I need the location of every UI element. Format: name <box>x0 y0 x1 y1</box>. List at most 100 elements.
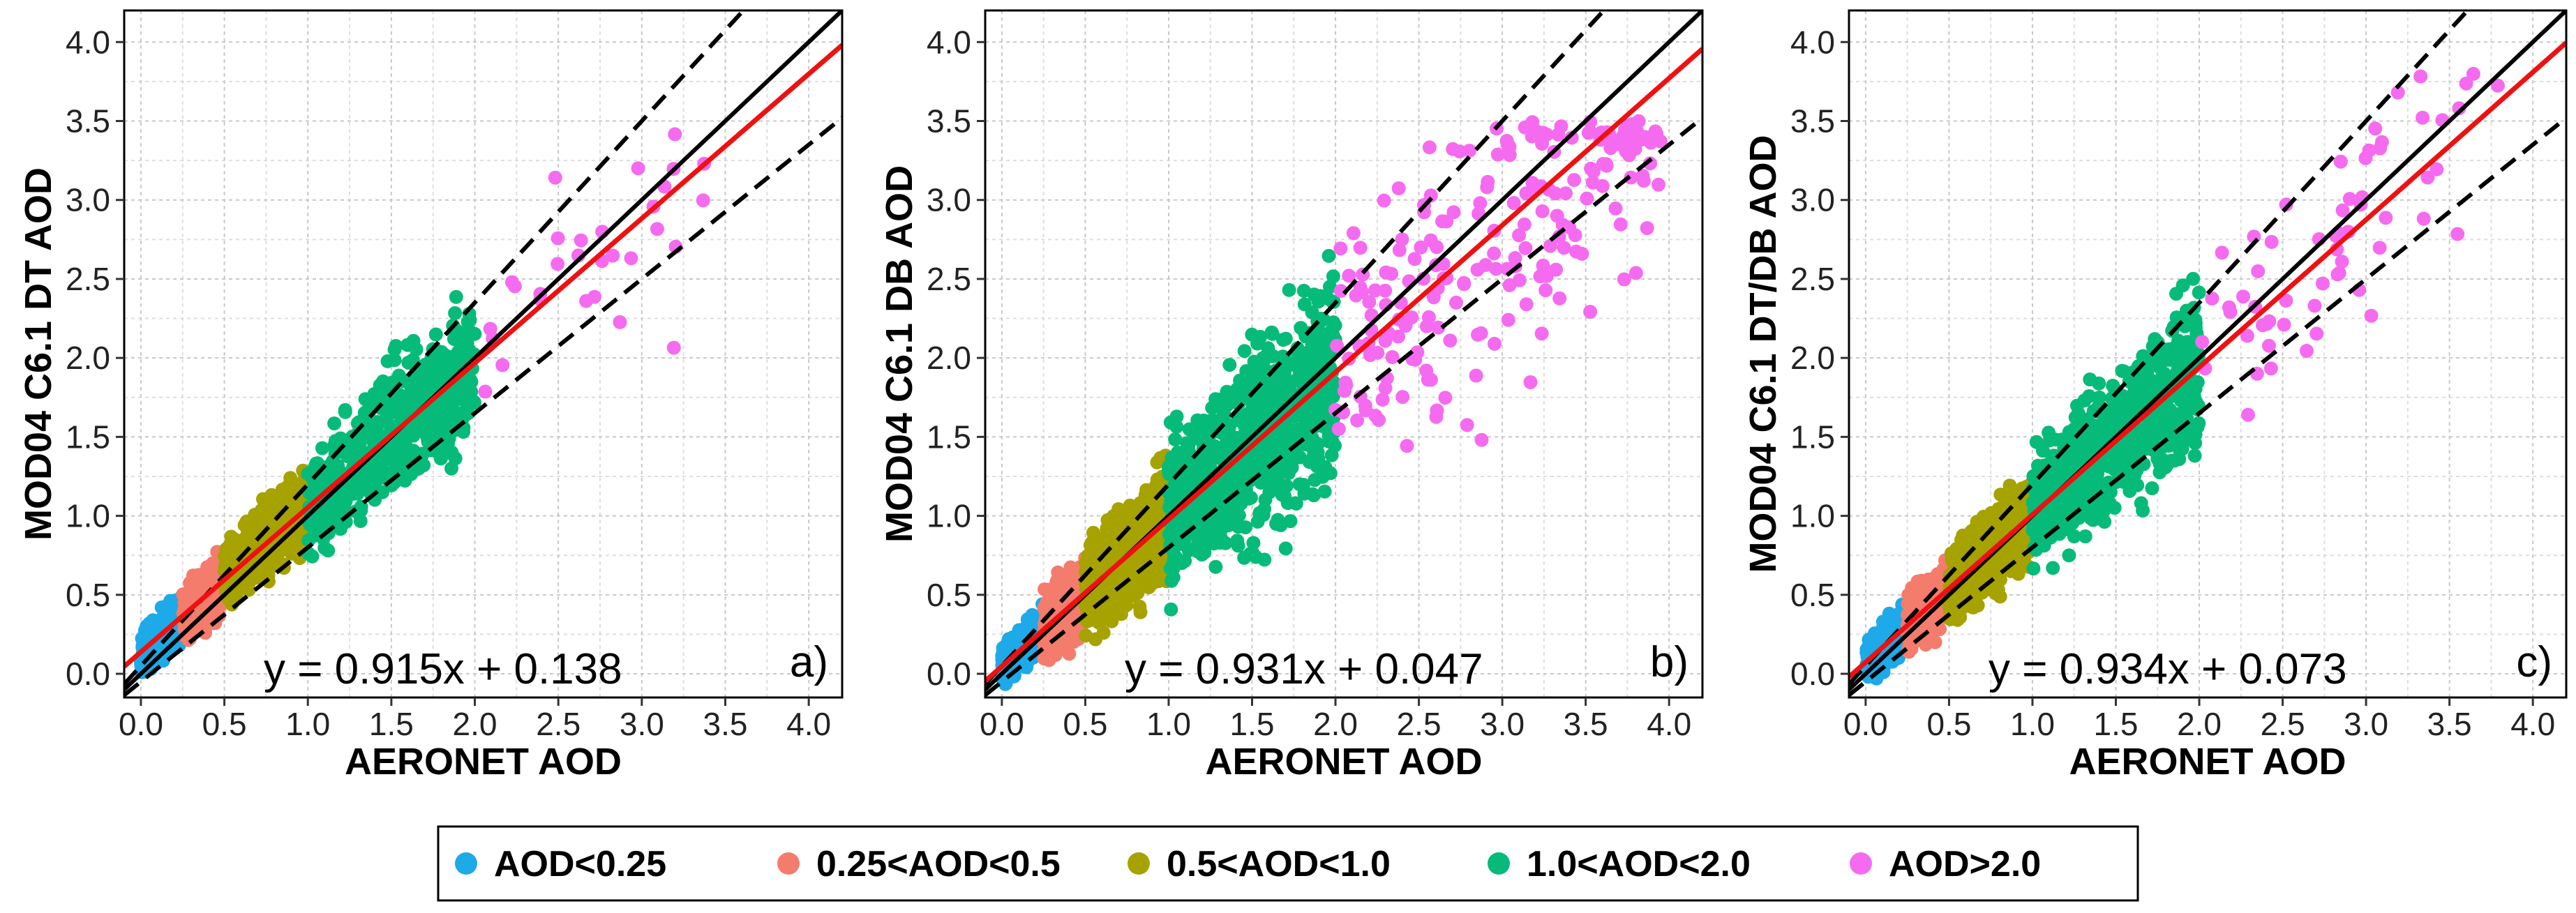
data-point <box>1585 175 1600 190</box>
data-point <box>1916 578 1931 592</box>
data-point <box>1038 582 1052 596</box>
data-point <box>358 481 373 495</box>
data-point <box>440 398 455 412</box>
data-point <box>1997 522 2011 537</box>
lower-envelope-line <box>985 116 1702 697</box>
data-point <box>1219 430 1234 445</box>
data-point <box>2143 354 2157 369</box>
data-point <box>1163 415 1178 430</box>
data-point <box>2011 566 2025 581</box>
data-point <box>1552 229 1566 244</box>
data-point <box>1525 115 1540 130</box>
data-point <box>2002 478 2017 493</box>
data-point <box>1182 422 1197 437</box>
data-point <box>1989 586 2003 601</box>
y-tick-label: 2.5 <box>927 261 971 297</box>
data-point <box>1453 144 1467 159</box>
data-point <box>1610 137 1625 151</box>
data-point <box>1882 606 1896 621</box>
data-point <box>1423 372 1438 387</box>
data-point <box>327 416 342 431</box>
data-point <box>1342 269 1356 283</box>
data-point <box>1525 129 1539 144</box>
data-point <box>1079 628 1093 643</box>
point-group-3 <box>1162 248 1342 617</box>
data-point <box>1580 191 1594 206</box>
data-point <box>1250 336 1265 351</box>
data-point <box>1584 161 1598 176</box>
data-point <box>1326 269 1340 284</box>
data-point <box>2192 285 2206 300</box>
data-point <box>2115 363 2129 378</box>
data-point <box>668 127 682 142</box>
data-point <box>1326 315 1341 330</box>
data-point <box>1395 232 1409 247</box>
data-point <box>1333 241 1348 256</box>
data-point <box>1231 508 1246 522</box>
data-point <box>1265 326 1280 341</box>
data-point <box>376 374 390 388</box>
data-point <box>445 349 460 364</box>
data-point <box>478 384 493 399</box>
data-point <box>1551 127 1566 142</box>
data-point <box>1272 444 1287 459</box>
data-point <box>367 423 382 437</box>
regression-equation: y = 0.931x + 0.047 <box>1125 645 1483 693</box>
data-point <box>1362 294 1377 309</box>
data-point <box>1536 258 1550 273</box>
data-point <box>1258 492 1273 507</box>
data-point <box>444 362 459 377</box>
x-tick-label: 1.0 <box>285 706 330 742</box>
data-point <box>1423 233 1438 248</box>
data-point <box>1490 147 1505 162</box>
data-point <box>1599 158 1614 173</box>
lower-envelope-line <box>124 116 842 697</box>
data-point <box>1908 596 1922 610</box>
data-point <box>1295 426 1310 441</box>
data-point <box>1220 384 1234 399</box>
data-point <box>1487 246 1502 261</box>
data-point <box>1190 544 1205 559</box>
data-point <box>1250 514 1265 529</box>
data-point <box>1372 413 1386 428</box>
data-point <box>1269 387 1284 402</box>
data-point <box>1953 610 1968 624</box>
data-point <box>1379 265 1393 280</box>
panel-label: b) <box>1650 638 1688 686</box>
data-point <box>1429 409 1444 424</box>
data-point <box>1266 469 1280 484</box>
data-point <box>1559 186 1573 201</box>
y-tick-label: 0.5 <box>927 577 971 613</box>
data-point <box>335 496 350 511</box>
data-point <box>1501 312 1515 327</box>
data-point <box>666 340 681 355</box>
data-point <box>1164 602 1178 617</box>
x-tick-label: 0.5 <box>1063 706 1107 742</box>
data-point <box>1093 534 1108 549</box>
data-point <box>409 342 424 356</box>
data-point <box>1322 385 1337 400</box>
data-point <box>1197 413 1211 428</box>
data-point <box>284 546 299 561</box>
data-point <box>1613 217 1628 232</box>
data-point <box>1569 244 1584 259</box>
panel-label: a) <box>790 638 828 686</box>
data-point <box>1355 285 1370 299</box>
data-point <box>450 328 465 342</box>
data-point <box>507 279 522 294</box>
data-point <box>1426 290 1441 305</box>
data-point <box>1311 451 1326 466</box>
data-point <box>1310 350 1324 365</box>
data-point <box>1552 291 1567 305</box>
data-point <box>1152 501 1167 515</box>
upper-envelope-line <box>124 10 747 686</box>
data-point <box>606 248 620 263</box>
data-point <box>1478 258 1493 272</box>
data-point <box>1170 445 1185 460</box>
data-point <box>341 445 356 460</box>
y-tick-label: 0.0 <box>927 656 971 692</box>
data-point <box>1150 561 1165 575</box>
y-tick-label: 2.0 <box>927 340 971 376</box>
y-tick-label: 3.5 <box>66 103 110 139</box>
data-point <box>1146 513 1160 527</box>
